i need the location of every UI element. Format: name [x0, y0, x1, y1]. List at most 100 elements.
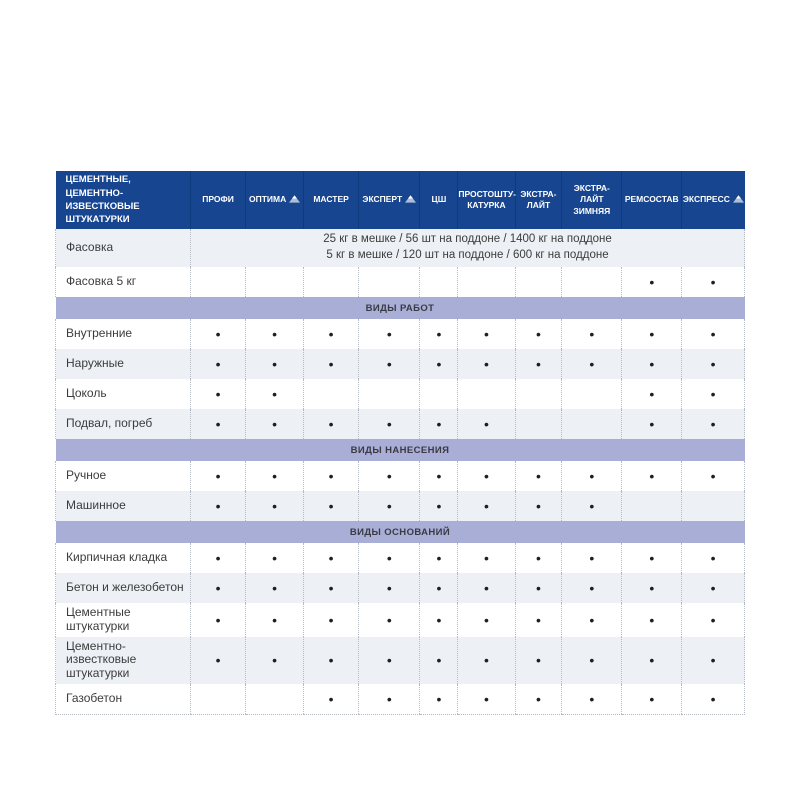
table-row: Фасовка 25 кг в мешке / 56 шт на поддоне …	[54, 229, 745, 267]
dot-marker: •	[358, 683, 420, 715]
dot-marker: •	[419, 461, 458, 491]
dot-marker: •	[303, 683, 359, 715]
dot-marker: •	[303, 543, 359, 573]
dot-marker: •	[419, 319, 458, 349]
dot-marker: •	[681, 409, 745, 439]
table-row: Фасовка 5 кг • •	[54, 267, 745, 297]
table-row: Кирпичная кладка • • • • • • • • • •	[54, 543, 745, 573]
dot-marker: •	[457, 349, 516, 379]
dot-marker: •	[514, 349, 562, 379]
table-row: Цементные штукатурки • • • • • • • • • •	[54, 603, 745, 637]
empty-cell	[190, 267, 246, 297]
dot-marker: •	[419, 409, 458, 439]
dot-marker: •	[621, 683, 682, 715]
row-label: Цементно-известковые штукатурки	[54, 636, 191, 684]
dot-marker: •	[561, 319, 622, 349]
empty-cell	[621, 491, 682, 521]
dot-marker: •	[303, 573, 359, 603]
empty-cell	[514, 409, 562, 439]
dot-marker: •	[190, 603, 246, 637]
row-label: Цементные штукатурки	[54, 603, 191, 637]
dot-marker: •	[245, 409, 304, 439]
dot-marker: •	[681, 636, 745, 684]
column-header: ЭКСПРЕСС	[681, 171, 745, 229]
dot-marker: •	[457, 603, 516, 637]
empty-cell	[561, 267, 622, 297]
dot-marker: •	[621, 319, 682, 349]
dot-marker: •	[621, 636, 682, 684]
dot-marker: •	[621, 409, 682, 439]
dot-marker: •	[457, 319, 516, 349]
dot-marker: •	[190, 319, 246, 349]
empty-cell	[514, 379, 562, 409]
dot-marker: •	[561, 683, 622, 715]
empty-cell	[190, 683, 246, 715]
table-row: Внутренние • • • • • • • • • •	[54, 319, 745, 349]
dot-marker: •	[514, 683, 562, 715]
column-header-label: ОПТИМА	[248, 193, 287, 204]
table-row: Цоколь • • • •	[54, 379, 745, 409]
dot-marker: •	[457, 683, 516, 715]
section-title: ВИДЫ РАБОТ	[55, 297, 745, 319]
dot-marker: •	[245, 636, 304, 684]
dot-marker: •	[681, 543, 745, 573]
dot-marker: •	[190, 409, 246, 439]
dot-marker: •	[358, 461, 420, 491]
dot-marker: •	[514, 491, 562, 521]
dot-marker: •	[681, 349, 745, 379]
dot-marker: •	[457, 573, 516, 603]
empty-cell	[419, 267, 458, 297]
empty-cell	[358, 267, 420, 297]
dot-marker: •	[561, 461, 622, 491]
dot-marker: •	[621, 267, 682, 297]
dot-marker: •	[681, 319, 745, 349]
header-row: ЦЕМЕНТНЫЕ, ЦЕМЕНТНО-ИЗВЕСТКОВЫЕ ШТУКАТУР…	[55, 171, 745, 229]
packing-info: 25 кг в мешке / 56 шт на поддоне / 1400 …	[190, 229, 745, 267]
dot-marker: •	[190, 543, 246, 573]
dot-marker: •	[514, 603, 562, 637]
table-title: ЦЕМЕНТНЫЕ, ЦЕМЕНТНО-ИЗВЕСТКОВЫЕ ШТУКАТУР…	[55, 171, 191, 229]
mountain-icon	[405, 195, 417, 206]
row-label: Внутренние	[54, 319, 191, 349]
dot-marker: •	[358, 603, 420, 637]
section-title: ВИДЫ НАНЕСЕНИЯ	[55, 439, 745, 461]
column-header-label: РЕМСОСТАВ	[624, 194, 679, 205]
section-row: ВИДЫ ОСНОВАНИЙ	[55, 521, 745, 543]
row-label: Наружные	[54, 349, 191, 379]
dot-marker: •	[561, 543, 622, 573]
empty-cell	[561, 409, 622, 439]
dot-marker: •	[561, 491, 622, 521]
table-row: Машинное • • • • • • • •	[54, 491, 745, 521]
empty-cell	[303, 379, 359, 409]
column-header-label: ПРОСТОШТУ- КАТУРКА	[458, 188, 516, 210]
table-row: Подвал, погреб • • • • • • • •	[54, 409, 745, 439]
dot-marker: •	[303, 349, 359, 379]
mountain-icon	[732, 195, 744, 206]
column-header: ЭКСТРА- ЛАЙТ ЗИМНЯЯ	[561, 171, 622, 229]
dot-marker: •	[419, 636, 458, 684]
dot-marker: •	[245, 349, 304, 379]
empty-cell	[303, 267, 359, 297]
empty-cell	[561, 379, 622, 409]
dot-marker: •	[681, 267, 745, 297]
dot-marker: •	[681, 573, 745, 603]
table-row: Ручное • • • • • • • • • •	[54, 461, 745, 491]
dot-marker: •	[358, 319, 420, 349]
dot-marker: •	[358, 491, 420, 521]
dot-marker: •	[190, 491, 246, 521]
column-header: ПРОСТОШТУ- КАТУРКА	[457, 171, 516, 229]
column-header-label: ЭКСПЕРТ	[362, 193, 403, 204]
dot-marker: •	[621, 379, 682, 409]
row-label: Фасовка 5 кг	[54, 267, 191, 297]
dot-marker: •	[358, 409, 420, 439]
table-row: Бетон и железобетон • • • • • • • • • •	[54, 573, 745, 603]
column-header: РЕМСОСТАВ	[621, 171, 682, 229]
dot-marker: •	[358, 636, 420, 684]
dot-marker: •	[358, 543, 420, 573]
dot-marker: •	[245, 573, 304, 603]
table-row: Наружные • • • • • • • • • •	[54, 349, 745, 379]
dot-marker: •	[561, 636, 622, 684]
column-header: ОПТИМА	[245, 171, 304, 229]
dot-marker: •	[303, 603, 359, 637]
